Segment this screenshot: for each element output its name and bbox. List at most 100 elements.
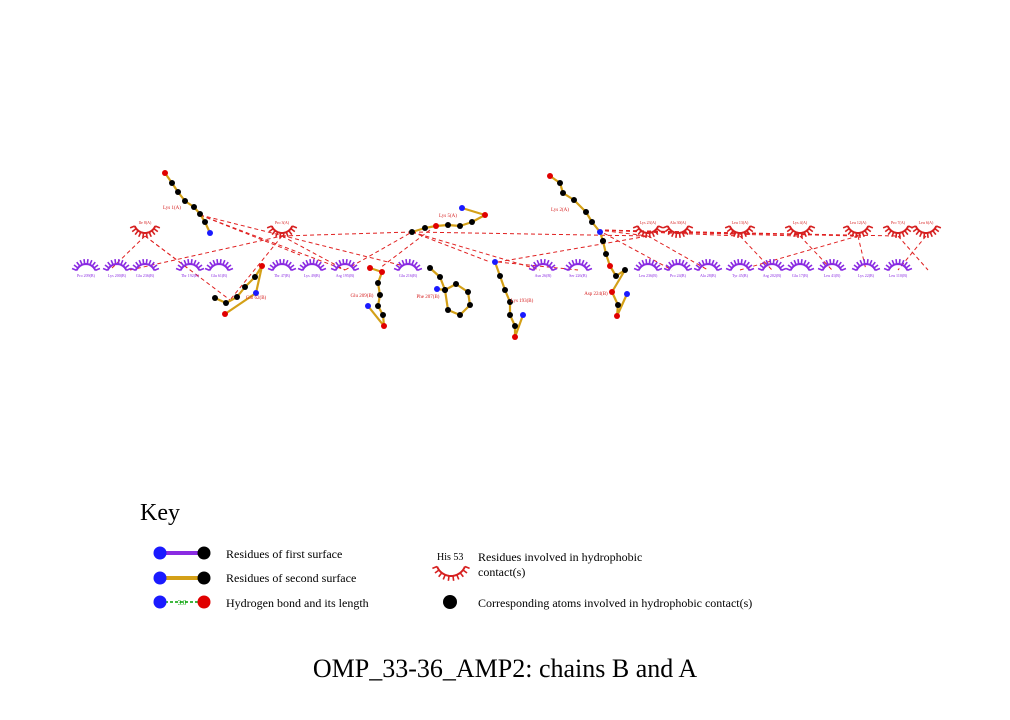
key-hbond-length: 3.0: [178, 599, 187, 607]
key-hydrophobic-label-2: contact(s): [478, 565, 525, 579]
arc-spoke: [396, 265, 400, 268]
arc-spoke: [726, 268, 731, 270]
atom: [197, 211, 203, 217]
arc-spoke: [886, 265, 890, 268]
contact-line: [412, 232, 648, 236]
arc-spoke: [84, 259, 85, 264]
arc-spoke: [679, 259, 680, 264]
arc-spoke: [798, 233, 799, 238]
arc-spoke: [899, 233, 900, 238]
arc-spoke: [892, 260, 894, 265]
arc-spoke: [313, 259, 314, 264]
atom: [624, 291, 630, 297]
arc-spoke: [731, 262, 734, 266]
arc-spoke: [225, 262, 228, 266]
ligand-label: Lys 5(A): [439, 214, 457, 219]
arc-spoke: [541, 259, 542, 264]
arc-spoke: [103, 268, 108, 270]
key-title: Key: [140, 500, 180, 527]
atom: [507, 312, 513, 318]
arc-spoke: [642, 260, 644, 265]
arc-spoke: [935, 229, 939, 232]
atom: [375, 303, 381, 309]
atom: [512, 323, 518, 329]
chain-b-label: Thr 192(B): [181, 273, 200, 278]
atom: [169, 180, 175, 186]
key-hbond-label: Hydrogen bond and its length: [226, 596, 369, 610]
arc-spoke: [889, 262, 892, 266]
arc-spoke: [529, 268, 534, 270]
chain-b-arc: [176, 259, 204, 270]
arc-spoke: [804, 260, 806, 265]
arc-spoke: [804, 232, 806, 237]
arc-spoke: [465, 567, 470, 569]
arc-spoke: [443, 575, 445, 580]
arc-spoke: [904, 262, 907, 266]
arc-spoke: [300, 265, 304, 268]
arc-spoke: [933, 231, 936, 235]
contact-line: [200, 215, 400, 265]
arc-spoke: [913, 229, 917, 232]
atom: [560, 190, 566, 196]
ligand-label: Glu 209(B): [351, 294, 374, 299]
atom: [175, 189, 181, 195]
hydrophobic-residue-arcs: Pro 209(B) Lys 200(B) Glu 236(B) Thr 192(B)…: [72, 220, 941, 278]
arc-spoke: [687, 229, 691, 232]
chain-b-label: Pro 24(B): [670, 273, 687, 278]
atom: [367, 265, 373, 271]
arc-spoke: [635, 229, 639, 232]
arc-spoke: [198, 265, 202, 268]
atom: [520, 312, 526, 318]
hydrophobic-contact-lines: [110, 215, 928, 300]
arc-spoke: [843, 226, 848, 228]
atom: [445, 222, 451, 228]
chain-a-label: Leu 13(A): [732, 220, 749, 225]
atom: [377, 292, 383, 298]
arc-spoke: [194, 260, 196, 265]
arc-spoke: [537, 260, 539, 265]
arc-spoke: [906, 265, 910, 268]
atom: [492, 259, 498, 265]
arc-spoke: [217, 259, 218, 264]
arc-spoke: [856, 233, 857, 238]
arc-spoke: [664, 268, 669, 270]
arc-spoke: [587, 268, 592, 270]
ligand-label: Lys 193(B): [511, 299, 534, 304]
atom: [607, 263, 613, 269]
chain-a-label: Leu 6(A): [919, 220, 934, 225]
arc-spoke: [905, 231, 908, 235]
atom: [613, 273, 619, 279]
arc-spoke: [130, 226, 135, 228]
key-second-surface-label: Residues of second surface: [226, 571, 356, 585]
atom: [502, 287, 508, 293]
atom: [557, 180, 563, 186]
atom: [207, 230, 213, 236]
arc-spoke: [684, 262, 687, 266]
arc-spoke: [794, 260, 796, 265]
ligand-phe-b: Phe 207(B): [417, 265, 473, 318]
arc-spoke: [283, 233, 284, 238]
arc-spoke: [549, 262, 552, 266]
arc-spoke: [924, 233, 925, 238]
chain-b-arc: [758, 259, 786, 270]
arc-spoke: [654, 262, 657, 266]
arc-spoke: [687, 268, 692, 270]
arc-spoke: [773, 259, 774, 264]
arc-spoke: [354, 268, 359, 270]
arc-spoke: [336, 262, 339, 266]
arc-spoke: [852, 268, 857, 270]
arc-spoke: [875, 268, 880, 270]
arc-spoke: [727, 229, 731, 232]
chain-b-label: Thr 47(B): [274, 273, 291, 278]
arc-spoke: [860, 260, 862, 265]
arc-spoke: [809, 268, 814, 270]
arc-spoke: [399, 262, 402, 266]
arc-spoke: [706, 259, 707, 264]
atom: [459, 205, 465, 211]
arc-spoke: [749, 229, 753, 232]
arc-spoke: [738, 259, 739, 264]
arc-spoke: [210, 262, 213, 266]
arc-spoke: [586, 265, 590, 268]
arc-spoke: [679, 233, 680, 238]
chain-b-label: Lys 49(B): [304, 273, 321, 278]
